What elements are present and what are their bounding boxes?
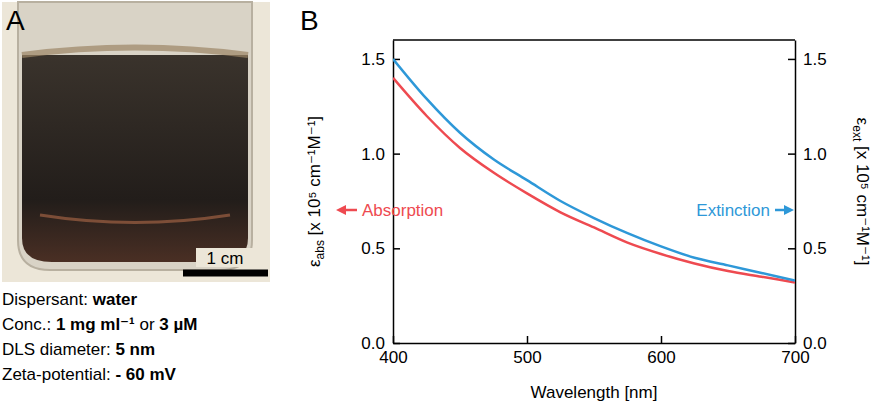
scale-bar-label: 1 cm	[207, 249, 244, 268]
info-line: DLS diameter: 5 nm	[2, 340, 155, 359]
tick-label: 1.5	[803, 50, 827, 69]
tick: 1.5	[788, 50, 827, 69]
info-label: Conc.:	[2, 315, 51, 334]
tick-label: 1.0	[361, 145, 385, 164]
vial-reflection	[40, 215, 230, 223]
tick: 0.0	[788, 334, 827, 353]
series-label: Extinction	[696, 201, 794, 220]
scale-label-ground	[196, 248, 256, 267]
arrow-head	[336, 205, 346, 215]
info-value: water	[92, 290, 138, 309]
series-line	[393, 78, 795, 283]
y2-axis-title: εext [x 10⁵ cm⁻¹M⁻¹]	[850, 118, 872, 266]
info-value: 5 nm	[115, 340, 155, 359]
tick-label: 0.0	[361, 334, 385, 353]
info-line: Zeta-potential: - 60 mV	[2, 365, 177, 384]
tick-label: 0.0	[803, 334, 827, 353]
info-value: 3 µM	[159, 315, 197, 334]
axis-title-part: abs	[313, 240, 327, 259]
info-line: Dispersant: water	[2, 290, 138, 309]
axis-line	[393, 41, 395, 344]
vial-meniscus	[22, 48, 248, 56]
tick: 0.5	[788, 239, 827, 258]
series-name: Absorption	[362, 201, 443, 220]
tick-mark	[527, 336, 529, 343]
info-label: Dispersant:	[2, 290, 88, 309]
panel-a: A 1 cm Dispersant: water Conc.: 1 mg ml⁻¹ o…	[2, 2, 270, 384]
info-value: 1 mg ml⁻¹	[56, 315, 135, 334]
tick-mark	[788, 248, 795, 250]
arrow-head	[784, 205, 794, 215]
tick: 1.0	[361, 145, 400, 164]
tick-mark	[788, 59, 795, 61]
axis-line	[795, 41, 797, 344]
info-line: Conc.: 1 mg ml⁻¹ or 3 µM	[2, 315, 197, 334]
x-axis-title: Wavelength [nm]	[531, 383, 658, 402]
axis-y2ticks: 0.0 0.5 1.0 1.5	[788, 41, 827, 353]
tick-label: 500	[513, 348, 541, 367]
info-label: Zeta-potential:	[2, 365, 111, 384]
tick: 500	[513, 336, 541, 367]
tick: 600	[647, 336, 675, 367]
tick: 0.5	[361, 239, 400, 258]
vial-liquid	[22, 55, 248, 262]
axis-yticks: 0.0 0.5 1.0 1.5	[361, 41, 400, 353]
panel-letter: A	[6, 5, 25, 36]
tick-label: 1.5	[361, 50, 385, 69]
tick-mark	[661, 336, 663, 343]
figure: A 1 cm Dispersant: water Conc.: 1 mg ml⁻¹ o…	[0, 0, 875, 408]
tick-label: 0.5	[361, 239, 385, 258]
axis-xticks: 400500600700	[379, 336, 809, 367]
axis-line	[394, 343, 796, 345]
vial-glass	[18, 2, 252, 270]
scale-bar	[183, 270, 268, 277]
axis-title-part: [x 10⁵ cm⁻¹M⁻¹]	[853, 141, 872, 265]
tick: 0.0	[361, 334, 400, 353]
y-axis-title: εabs [x 10⁵ cm⁻¹M⁻¹]	[305, 116, 327, 267]
tick-mark	[393, 343, 400, 345]
tick-mark	[393, 153, 400, 155]
axis-title-part: ext	[850, 125, 864, 142]
series-name: Extinction	[696, 201, 770, 220]
tick-label: 1.0	[803, 145, 827, 164]
tick-mark	[393, 248, 400, 250]
axis-title-part: [x 10⁵ cm⁻¹M⁻¹]	[305, 116, 324, 240]
series-line	[393, 59, 795, 281]
series-label: Absorption	[336, 201, 443, 220]
info-label: DLS diameter:	[2, 340, 111, 359]
tick-label: 0.5	[803, 239, 827, 258]
photo-background	[2, 2, 270, 282]
info-value: - 60 mV	[115, 365, 176, 384]
panel-letter: B	[300, 5, 319, 36]
tick-label: 600	[647, 348, 675, 367]
tick-mark	[788, 153, 795, 155]
tick: 1.0	[788, 145, 827, 164]
frame-top	[393, 39, 795, 41]
plot-area	[393, 59, 795, 282]
panel-b: 4005006007000.00.51.01.50.00.51.01.5Abso…	[300, 5, 872, 402]
info-joiner: or	[139, 315, 154, 334]
tick-mark	[788, 343, 795, 345]
